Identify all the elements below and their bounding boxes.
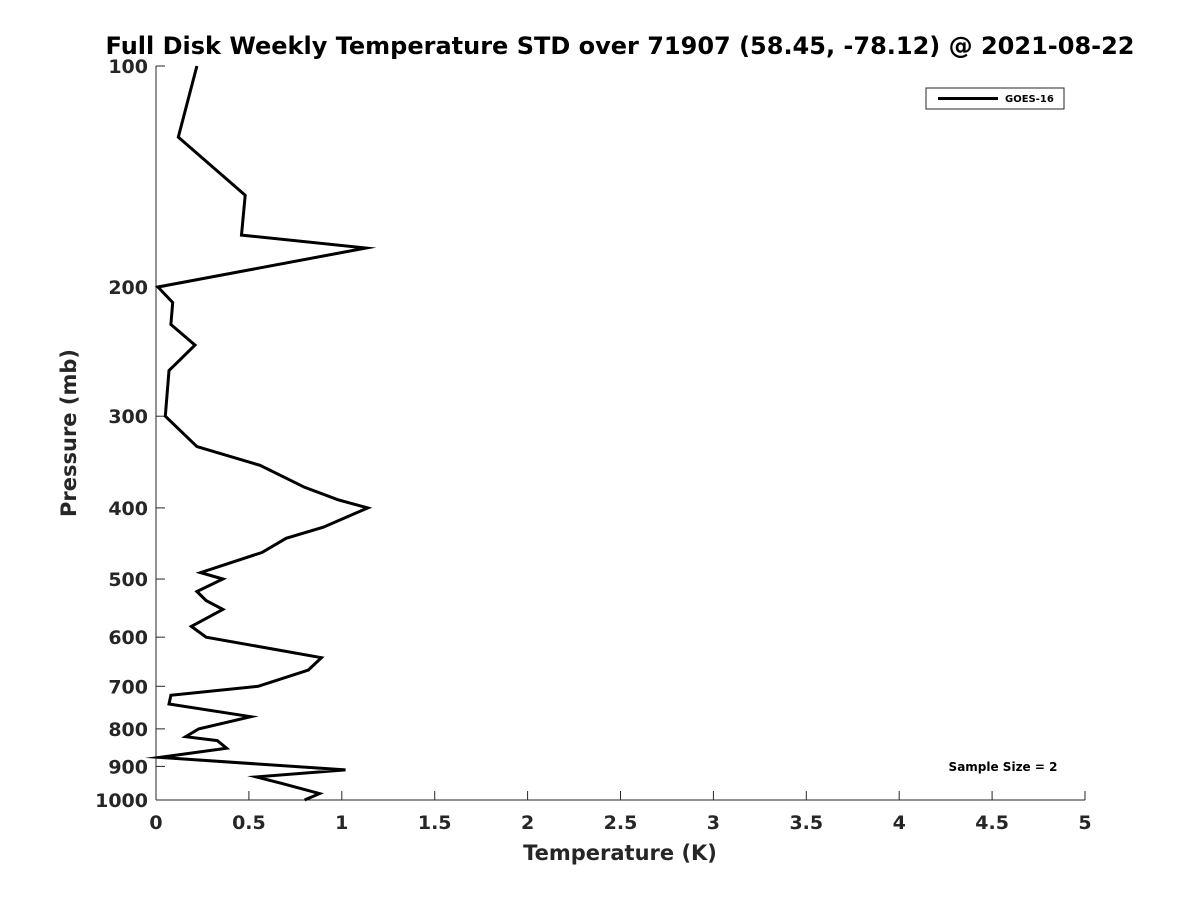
y-tick-label: 500 (108, 569, 148, 591)
y-tick-label: 600 (108, 627, 148, 649)
legend-label-goes-16: GOES-16 (1005, 94, 1054, 105)
x-tick-label: 3.5 (789, 812, 823, 834)
x-tick-label: 0.5 (232, 812, 266, 834)
y-tick-label: 300 (108, 406, 148, 428)
x-tick-label: 4.5 (975, 812, 1009, 834)
legend: GOES-16 (925, 87, 1065, 110)
x-tick-label: 0 (149, 812, 162, 834)
y-tick-label: 700 (108, 676, 148, 698)
y-tick-label: 200 (108, 277, 148, 299)
x-tick-label: 4 (893, 812, 906, 834)
y-tick-label: 100 (108, 56, 148, 78)
y-tick-label: 400 (108, 498, 148, 520)
x-tick-label: 2 (521, 812, 534, 834)
x-tick-label: 1.5 (418, 812, 452, 834)
sample-size-annotation: Sample Size = 2 (949, 760, 1058, 774)
y-tick-label: 1000 (95, 790, 148, 812)
series-layer (144, 65, 377, 802)
y-axis-label: Pressure (mb) (57, 349, 81, 517)
x-tick-label: 3 (707, 812, 720, 834)
x-tick-label: 2.5 (604, 812, 638, 834)
series-line-goes-16 (144, 65, 377, 802)
x-axis-label: Temperature (K) (523, 841, 717, 865)
y-tick-label: 800 (108, 719, 148, 741)
x-tick-label: 5 (1078, 812, 1091, 834)
chart-title: Full Disk Weekly Temperature STD over 71… (106, 32, 1135, 60)
y-tick-label: 900 (108, 756, 148, 778)
y-axis-ticks: 100 200 300 400 500 600 700 800 900 1000 (95, 56, 165, 812)
x-axis-ticks: 0 0.5 1 1.5 2 2.5 3 3.5 4 4.5 5 (149, 791, 1092, 834)
x-tick-label: 1 (335, 812, 348, 834)
